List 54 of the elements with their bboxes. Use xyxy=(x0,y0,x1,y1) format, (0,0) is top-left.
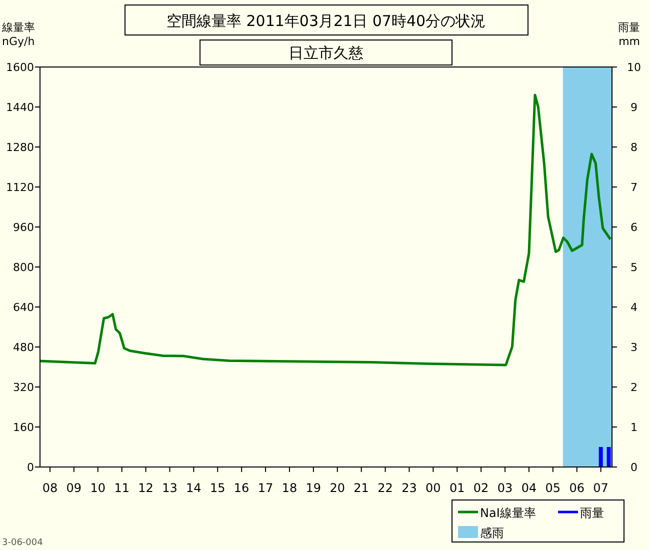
legend-label: NaI線量率 xyxy=(480,506,536,520)
y2-tick-label: 2 xyxy=(630,381,638,394)
x-tick-label: 06 xyxy=(569,481,585,495)
x-tick-label: 16 xyxy=(234,481,250,495)
y2label: 雨量 mm xyxy=(618,21,640,48)
x-tick-label: 03 xyxy=(497,481,513,495)
y-tick-label: 1440 xyxy=(6,101,34,114)
x-tick-label: 07 xyxy=(593,481,608,495)
y2-tick-label: 5 xyxy=(630,261,638,274)
y-tick-label: 0 xyxy=(27,461,34,474)
y-tick-label: 640 xyxy=(13,301,34,314)
x-tick-label: 21 xyxy=(354,481,369,495)
x-tick-label: 02 xyxy=(473,481,489,495)
y2-tick-label: 1 xyxy=(630,421,638,434)
y2-tick-label: 3 xyxy=(630,341,638,354)
legend-label: 雨量 xyxy=(580,506,604,520)
x-tick-label: 08 xyxy=(42,481,58,495)
x-tick-label: 00 xyxy=(426,481,441,495)
x-tick-label: 09 xyxy=(66,481,82,495)
y-tick-label: 1120 xyxy=(6,181,34,194)
y2-tick-label: 7 xyxy=(630,181,638,194)
y2-tick-label: 9 xyxy=(630,101,638,114)
x-tick-label: 10 xyxy=(90,481,106,495)
x-tick-label: 20 xyxy=(330,481,346,495)
y2-tick-label: 0 xyxy=(630,461,638,474)
x-tick-label: 18 xyxy=(282,481,298,495)
x-tick-label: 19 xyxy=(306,481,322,495)
y2-tick-label: 4 xyxy=(630,301,638,314)
x-tick-label: 01 xyxy=(449,481,465,495)
y-tick-label: 1280 xyxy=(6,141,34,154)
x-tick-label: 13 xyxy=(162,481,178,495)
annotation: 3-06-004 xyxy=(2,538,43,548)
x-tick-label: 12 xyxy=(138,481,154,495)
y2-tick-label: 10 xyxy=(627,61,641,74)
legend-label: 感雨 xyxy=(480,526,504,540)
y-tick-label: 320 xyxy=(13,381,34,394)
y-tick-label: 800 xyxy=(13,261,34,274)
ylabel: 線量率 nGy/h xyxy=(2,21,35,48)
title: 空間線量率 2011年03月21日 07時40分の状況 xyxy=(166,12,486,30)
x-tick-label: 05 xyxy=(545,481,561,495)
y-tick-label: 480 xyxy=(13,341,34,354)
y-tick-label: 1600 xyxy=(6,61,34,74)
x-tick-label: 04 xyxy=(521,481,537,495)
subtitle: 日立市久慈 xyxy=(288,44,364,62)
x-tick-label: 23 xyxy=(402,481,417,495)
y2-tick-label: 8 xyxy=(630,141,638,154)
y-tick-label: 960 xyxy=(13,221,34,234)
x-tick-label: 15 xyxy=(210,481,226,495)
y2-tick-label: 6 xyxy=(630,221,638,234)
x-tick-label: 22 xyxy=(378,481,393,495)
x-tick-label: 17 xyxy=(258,481,274,495)
y-tick-label: 160 xyxy=(13,421,34,434)
x-tick-label: 11 xyxy=(114,481,130,495)
x-tick-label: 14 xyxy=(186,481,202,495)
